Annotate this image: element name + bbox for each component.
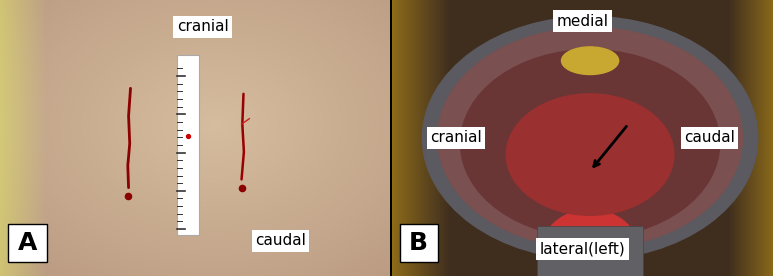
- Text: cranial: cranial: [177, 19, 229, 34]
- FancyBboxPatch shape: [400, 224, 438, 262]
- FancyBboxPatch shape: [8, 224, 46, 262]
- Ellipse shape: [543, 210, 638, 276]
- Text: A: A: [18, 231, 37, 255]
- Text: cranial: cranial: [430, 131, 482, 145]
- Circle shape: [506, 94, 674, 215]
- FancyBboxPatch shape: [536, 226, 643, 276]
- Point: [121, 194, 134, 198]
- Circle shape: [438, 28, 743, 248]
- Text: B: B: [409, 231, 428, 255]
- Circle shape: [422, 17, 758, 259]
- FancyBboxPatch shape: [177, 55, 199, 235]
- Text: medial: medial: [557, 14, 608, 29]
- Point: [236, 185, 248, 190]
- Circle shape: [461, 50, 720, 237]
- Ellipse shape: [561, 47, 618, 75]
- Text: lateral(left): lateral(left): [540, 242, 625, 257]
- Text: caudal: caudal: [255, 233, 306, 248]
- Text: caudal: caudal: [684, 131, 735, 145]
- Point: [182, 134, 194, 138]
